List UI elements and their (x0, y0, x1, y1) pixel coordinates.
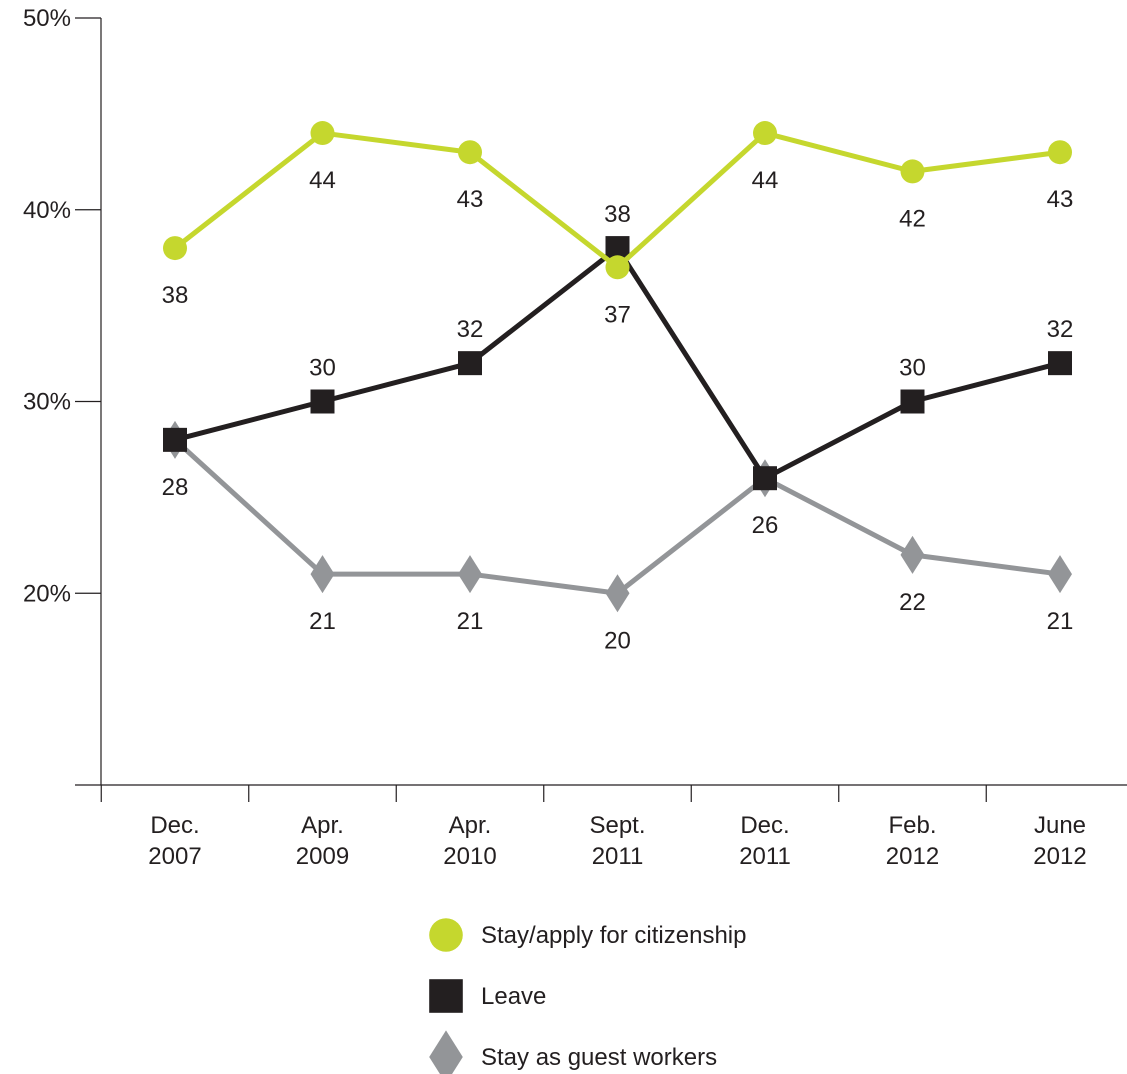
x-tick-label: Sept. 2011 (589, 812, 645, 870)
data-point (900, 389, 925, 414)
data-label: 38 (604, 201, 631, 228)
data-point (1048, 555, 1072, 594)
data-point (458, 140, 482, 165)
legend: Stay/apply for citizenship Leave Stay as g… (429, 918, 746, 1074)
series-line (174, 245, 1061, 481)
x-tick-label: June 2012 (1033, 812, 1086, 870)
series-line (173, 438, 1061, 596)
data-label: 43 (457, 186, 484, 213)
data-point (310, 555, 335, 594)
data-label: 21 (309, 608, 336, 635)
data-point (310, 389, 335, 414)
data-label: 44 (309, 167, 336, 194)
legend-item: Stay/apply for citizenship (429, 918, 746, 952)
series-layer (163, 121, 1072, 613)
data-label: 21 (457, 608, 484, 635)
data-point (605, 255, 630, 280)
y-tick-label: 50% (23, 5, 71, 32)
legend-marker (429, 979, 463, 1013)
legend-label: Leave (481, 983, 546, 1010)
data-point (1048, 140, 1072, 165)
data-label: 37 (604, 301, 631, 328)
data-point (310, 121, 335, 146)
data-point (900, 535, 925, 574)
legend-marker (429, 918, 463, 952)
data-label: 28 (162, 474, 189, 501)
data-label: 30 (309, 355, 336, 382)
data-point (458, 351, 482, 376)
data-label: 20 (604, 627, 631, 654)
y-tick-label: 40% (23, 197, 71, 224)
data-point (1048, 351, 1072, 376)
data-point (753, 466, 777, 491)
x-tick-label: Apr. 2009 (296, 812, 349, 870)
legend-marker (429, 1030, 463, 1074)
x-tick-label: Apr. 2010 (443, 812, 496, 870)
data-label: 38 (162, 282, 189, 309)
data-point (605, 574, 630, 613)
data-label: 26 (752, 512, 779, 539)
data-point (163, 236, 187, 261)
legend-item: Leave (429, 979, 546, 1013)
data-label: 22 (899, 589, 926, 616)
data-point (753, 121, 777, 146)
data-label: 21 (1047, 608, 1074, 635)
data-labels: 38 44 43 37 44 42 43 28 30 32 38 26 30 32 21 21 20 22 21 (162, 167, 1074, 654)
legend-item: Stay as guest workers (429, 1030, 717, 1074)
data-label: 30 (899, 355, 926, 382)
x-tick-label: Dec. 2007 (148, 812, 201, 870)
data-label: 32 (457, 316, 484, 343)
y-tick-label: 30% (23, 389, 71, 416)
data-label: 32 (1047, 316, 1074, 343)
x-tick-label: Feb. 2012 (886, 812, 939, 870)
data-label: 42 (899, 205, 926, 232)
data-point (163, 427, 187, 452)
legend-label: Stay as guest workers (481, 1044, 717, 1071)
legend-label: Stay/apply for citizenship (481, 922, 746, 949)
data-label: 43 (1047, 186, 1074, 213)
data-point (900, 159, 925, 184)
axes: 20% 30% 40% 50% Dec. 2007 Apr. 2009 Apr. 2010 Sept… (23, 5, 1127, 870)
data-point (458, 555, 482, 594)
data-label: 44 (752, 167, 779, 194)
y-tick-label: 20% (23, 580, 71, 607)
x-tick-label: Dec. 2011 (739, 812, 791, 870)
